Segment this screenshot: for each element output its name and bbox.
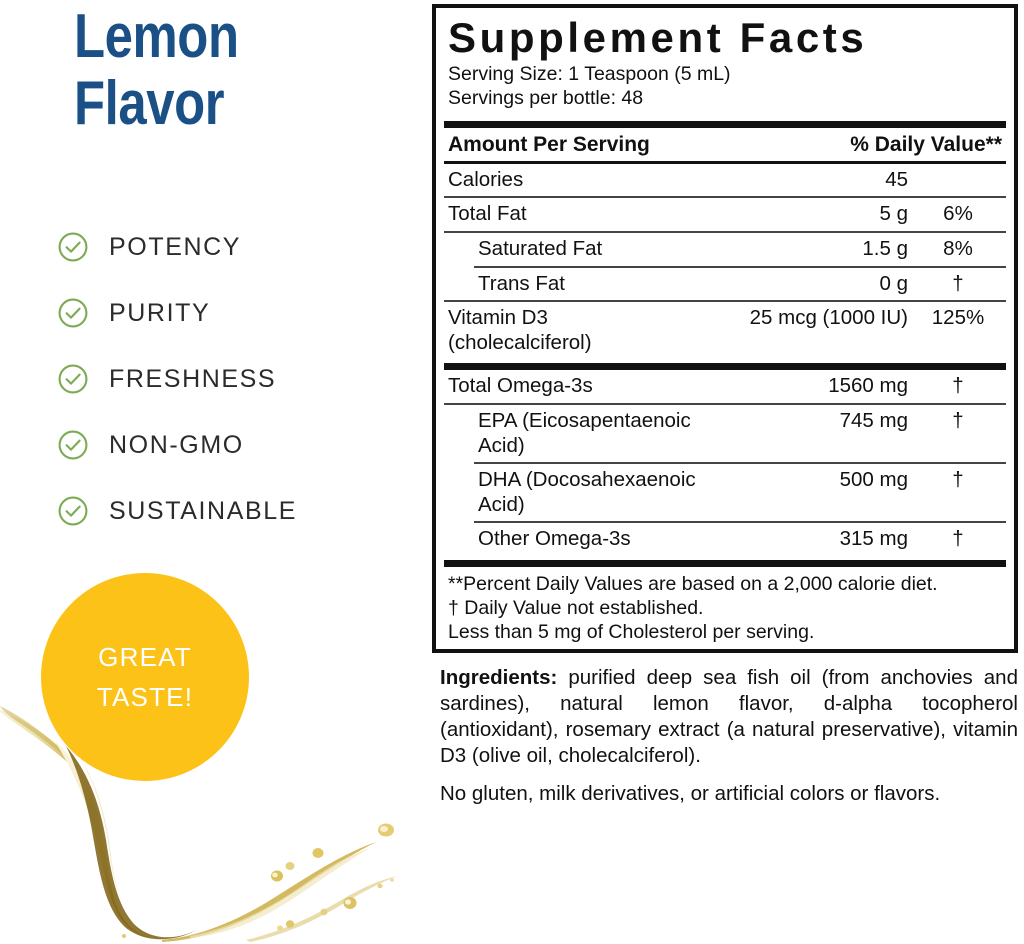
nutrient-dv: † <box>952 408 964 432</box>
list-item: POTENCY <box>57 214 417 280</box>
table-row: Saturated Fat 1.5 g 8% <box>444 233 1006 266</box>
check-circle-icon <box>57 429 89 461</box>
benefit-label: SUSTAINABLE <box>109 496 298 525</box>
nutrient-name: Other Omega-3s <box>478 527 631 551</box>
table-row: Trans Fat 0 g † <box>444 268 1006 301</box>
divider-thick <box>444 363 1006 371</box>
amount-per-serving-header: Amount Per Serving <box>448 132 650 156</box>
divider-thin <box>444 300 1006 303</box>
nutrient-dv: 6% <box>943 202 973 226</box>
nutrient-name: Saturated Fat <box>478 236 603 260</box>
serving-size: Serving Size: 1 Teaspoon (5 mL) <box>448 63 731 86</box>
table-row-vitamin-d3: Vitamin D3 (cholecalciferol) 25 mcg (100… <box>444 302 1006 359</box>
divider-thick <box>444 120 1006 128</box>
ingredients-paragraph: Ingredients: purified deep sea fish oil … <box>440 665 1018 769</box>
nutrient-dv: † <box>952 468 964 492</box>
badge-line-1: GREAT <box>98 641 192 672</box>
footnote-daily-values: **Percent Daily Values are based on a 2,… <box>448 572 938 595</box>
supplement-facts-title: Supplement Facts <box>448 14 868 61</box>
list-item: FRESHNESS <box>57 346 417 412</box>
nutrient-amount: 500 mg <box>839 468 908 492</box>
table-row: Total Omega-3s 1560 mg † <box>444 370 1006 403</box>
nutrient-name: DHA (Docosahexaenoic Acid) <box>478 468 696 516</box>
nutrient-dv: † <box>952 271 964 295</box>
product-title-line-2: Flavor <box>74 68 225 138</box>
benefit-label: POTENCY <box>109 232 242 261</box>
nutrient-dv: 8% <box>943 236 973 260</box>
nutrient-amount: 45 <box>885 167 908 191</box>
check-circle-icon <box>57 297 89 329</box>
nutrient-amount: 1560 mg <box>828 374 908 398</box>
vitamin-d3-name: Vitamin D3 <box>448 306 548 330</box>
nutrient-amount: 0 g <box>879 271 909 295</box>
divider-thin <box>444 230 1006 233</box>
nutrient-name: Total Omega-3s <box>448 374 593 398</box>
supplement-facts-panel: Supplement Facts Serving Size: 1 Teaspoo… <box>432 4 1018 654</box>
footnotes-block: **Percent Daily Values are based on a 2,… <box>444 567 1006 647</box>
nutrient-name: Trans Fat <box>478 271 565 295</box>
divider-indent <box>474 265 1006 268</box>
left-marketing-column: Lemon Flavor POTENCY PURITY FRESHN <box>0 0 425 944</box>
benefit-label: FRESHNESS <box>109 364 277 393</box>
footnote-cholesterol: Less than 5 mg of Cholesterol per servin… <box>448 621 815 644</box>
nutrient-amount: 745 mg <box>839 408 908 432</box>
table-row: EPA (Eicosapentaenoic Acid) 745 mg † <box>444 405 1006 462</box>
nutrient-name: EPA (Eicosapentaenoic Acid) <box>478 408 691 457</box>
list-item: PURITY <box>57 280 417 346</box>
list-item: NON-GMO <box>57 412 417 478</box>
benefits-list: POTENCY PURITY FRESHNESS NON-GMO <box>57 214 417 544</box>
list-item: SUSTAINABLE <box>57 478 417 544</box>
nutrient-amount: 315 mg <box>839 527 908 551</box>
nutrient-name: Calories <box>448 167 524 191</box>
nutrient-amount: 1.5 g <box>862 236 908 260</box>
nutrient-name: Total Fat <box>448 202 527 226</box>
footnote-dagger: † Daily Value not established. <box>448 597 704 620</box>
servings-per-bottle: Servings per bottle: 48 <box>448 86 644 109</box>
check-circle-icon <box>57 495 89 527</box>
benefit-label: NON-GMO <box>109 430 244 459</box>
table-row: Other Omega-3s 315 mg † <box>444 523 1006 556</box>
divider-thick <box>444 559 1006 567</box>
product-title-line-1: Lemon <box>74 2 239 71</box>
benefit-label: PURITY <box>109 298 211 327</box>
divider-indent <box>474 521 1006 524</box>
table-row: Total Fat 5 g 6% <box>444 198 1006 231</box>
check-circle-icon <box>57 363 89 395</box>
serving-info: Serving Size: 1 Teaspoon (5 mL) Servings… <box>444 63 1006 117</box>
nutrient-amount: 25 mcg (1000 IU) <box>749 306 908 330</box>
great-taste-badge: GREAT TASTE! <box>41 573 249 781</box>
check-circle-icon <box>57 231 89 263</box>
allergen-note: No gluten, milk derivatives, or artifici… <box>440 782 941 806</box>
nutrient-dv: 125% <box>931 306 985 330</box>
vitamin-d3-subname: (cholecalciferol) <box>448 330 592 354</box>
ingredients-block: Ingredients: purified deep sea fish oil … <box>440 665 1018 807</box>
table-row: Calories 45 <box>444 164 1006 197</box>
table-row: DHA (Docosahexaenoic Acid) 500 mg † <box>444 464 1006 521</box>
daily-value-header: % Daily Value** <box>850 132 1002 156</box>
badge-line-2: TASTE! <box>96 682 194 712</box>
nutrient-name: Vitamin D3 (cholecalciferol) <box>448 306 712 355</box>
divider-thin <box>444 196 1006 199</box>
table-header-row: Amount Per Serving % Daily Value** <box>444 128 1006 161</box>
nutrient-dv: † <box>952 527 964 551</box>
ingredients-text: purified deep sea fish oil (from anchovi… <box>440 666 1018 768</box>
nutrient-amount: 5 g <box>879 202 909 226</box>
divider-medium <box>444 160 1006 164</box>
divider-indent <box>474 462 1006 465</box>
page-title: Lemon Flavor <box>74 2 345 138</box>
nutrient-dv: † <box>952 374 964 398</box>
divider-thin <box>444 402 1006 405</box>
ingredients-label: Ingredients: <box>440 666 558 689</box>
